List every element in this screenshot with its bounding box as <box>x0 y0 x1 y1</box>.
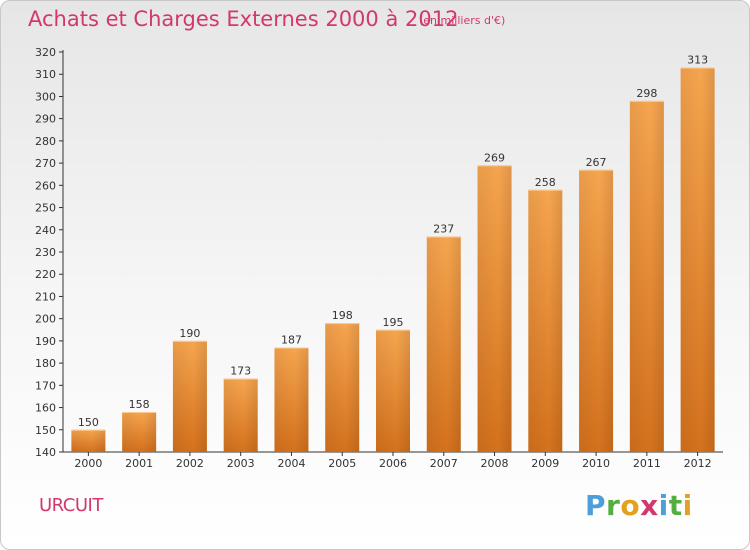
commune-name: URCUIT <box>39 495 103 516</box>
x-tick-label: 2004 <box>277 457 305 470</box>
logo-letter: P <box>585 489 607 522</box>
bar-shade-2000 <box>71 429 106 452</box>
x-tick-label: 2003 <box>227 457 255 470</box>
x-tick-label: 2002 <box>176 457 204 470</box>
logo-letter: o <box>620 489 641 522</box>
proxiti-logo: Proxiti <box>585 489 693 522</box>
x-tick-label: 2012 <box>684 457 712 470</box>
data-label-2009: 258 <box>535 176 556 189</box>
x-tick-label: 2006 <box>379 457 407 470</box>
data-label-2012: 313 <box>687 54 708 67</box>
logo-letter: x <box>640 489 659 522</box>
bar-shade-2004 <box>274 347 309 452</box>
bar-shade-2009 <box>528 189 563 452</box>
y-tick-label: 320 <box>35 46 56 59</box>
bar-shade-2012 <box>680 67 715 453</box>
logo-letter: t <box>668 489 683 522</box>
chart-title: Achats et Charges Externes 2000 à 2012 <box>28 7 459 31</box>
data-label-2008: 269 <box>484 151 505 164</box>
logo-letter: r <box>606 489 621 522</box>
y-tick-label: 290 <box>35 113 56 126</box>
bar-shade-2011 <box>629 100 664 452</box>
x-tick-label: 2005 <box>328 457 356 470</box>
y-tick-label: 200 <box>35 313 56 326</box>
bar-shade-2001 <box>122 412 157 452</box>
y-tick-label: 140 <box>35 446 56 459</box>
data-label-2004: 187 <box>281 334 302 347</box>
x-tick-label: 2008 <box>481 457 509 470</box>
data-label-2001: 158 <box>129 398 150 411</box>
x-tick-label: 2007 <box>430 457 458 470</box>
data-label-2007: 237 <box>433 222 454 235</box>
chart-data-labels: 150 158 190 173 187 198 195 237 269 258 267 298 313 <box>78 54 708 429</box>
y-tick-label: 170 <box>35 379 56 392</box>
bar-shade-2003 <box>223 378 258 452</box>
bar-shade-2006 <box>376 329 410 452</box>
chart-subtitle: (en milliers d'€) <box>419 14 506 27</box>
chart-bars <box>71 67 715 453</box>
logo-letter: i <box>658 489 669 522</box>
y-tick-label: 260 <box>35 179 56 192</box>
x-tick-label: 2000 <box>74 457 102 470</box>
y-tick-label: 220 <box>35 268 56 281</box>
bar-shade-2008 <box>477 165 512 453</box>
x-tick-label: 2011 <box>633 457 661 470</box>
data-label-2002: 190 <box>179 327 200 340</box>
y-tick-label: 310 <box>35 68 56 81</box>
bar-shade-2010 <box>579 169 614 452</box>
x-tick-label: 2010 <box>582 457 610 470</box>
y-tick-label: 180 <box>35 357 56 370</box>
y-tick-label: 160 <box>35 402 56 415</box>
y-tick-label: 270 <box>35 157 56 170</box>
data-label-2006: 195 <box>383 316 404 329</box>
bar-shade-2002 <box>172 340 207 452</box>
y-tick-label: 230 <box>35 246 56 259</box>
y-tick-label: 210 <box>35 290 56 303</box>
x-tick-label: 2009 <box>531 457 559 470</box>
data-label-2005: 198 <box>332 309 353 322</box>
logo-letter: i <box>682 489 693 522</box>
y-tick-label: 150 <box>35 424 56 437</box>
data-label-2010: 267 <box>586 156 607 169</box>
y-tick-label: 190 <box>35 335 56 348</box>
y-tick-label: 240 <box>35 224 56 237</box>
y-tick-label: 250 <box>35 202 56 215</box>
x-tick-label: 2001 <box>125 457 153 470</box>
data-label-2000: 150 <box>78 416 99 429</box>
bar-shade-2007 <box>426 236 461 452</box>
bar-shade-2005 <box>325 323 360 452</box>
y-tick-label: 280 <box>35 135 56 148</box>
data-label-2003: 173 <box>230 365 251 378</box>
data-label-2011: 298 <box>636 87 657 100</box>
chart-axes: 140 150 160 170 180 190 200 210 220 230 240 250 260 2… <box>35 46 723 470</box>
y-tick-label: 300 <box>35 90 56 103</box>
